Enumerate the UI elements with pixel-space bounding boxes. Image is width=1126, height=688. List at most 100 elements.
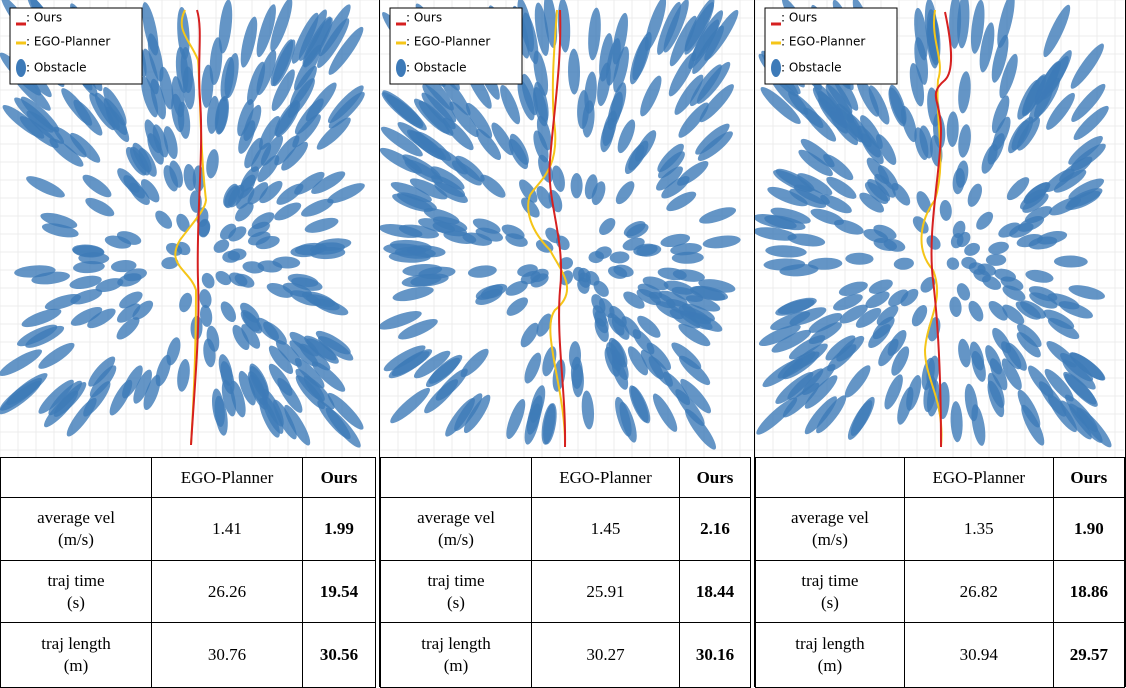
table-cell: 19.54 xyxy=(303,561,376,623)
table-cell: Ours xyxy=(1053,458,1124,498)
table-cell: 30.56 xyxy=(303,623,376,688)
legend-label: : Ours xyxy=(26,11,62,25)
obstacle xyxy=(946,111,959,147)
obstacle xyxy=(950,401,964,443)
obstacle xyxy=(571,357,583,389)
obstacle xyxy=(586,7,602,61)
table-cell: 1.45 xyxy=(532,498,680,561)
obstacle xyxy=(924,232,944,252)
table-cell: EGO-Planner xyxy=(532,458,680,498)
legend-label: : Ours xyxy=(406,11,442,25)
legend-label: : EGO-Planner xyxy=(781,35,865,49)
table-cell: 18.86 xyxy=(1053,561,1124,623)
obstacle xyxy=(948,296,963,318)
table-cell: 18.44 xyxy=(680,561,751,623)
results-table: EGO-PlannerOurs average vel (m/s)1.411.99… xyxy=(0,457,376,688)
obstacle xyxy=(1054,255,1088,267)
obstacle xyxy=(957,123,973,158)
table-cell: average vel (m/s) xyxy=(1,498,152,561)
obstacle xyxy=(965,182,985,209)
obstacle xyxy=(986,254,1006,266)
results-table: EGO-PlannerOurs average vel (m/s)1.351.90… xyxy=(755,457,1125,688)
obstacle xyxy=(79,171,114,201)
obstacle xyxy=(0,345,45,380)
table-cell: 30.94 xyxy=(904,623,1053,688)
table-cell: 1.99 xyxy=(303,498,376,561)
table-cell: 29.57 xyxy=(1053,623,1124,688)
table-cell: 30.76 xyxy=(152,623,303,688)
table-cell: average vel (m/s) xyxy=(381,498,532,561)
obstacle xyxy=(609,251,629,264)
obstacle xyxy=(845,253,873,265)
panel: : Ours : EGO-Planner : Obstacle EGO-Planner… xyxy=(755,0,1126,687)
legend-obstacle xyxy=(771,59,781,77)
obstacle xyxy=(973,209,996,233)
obstacle xyxy=(521,351,544,386)
obstacle xyxy=(205,148,221,179)
table-cell: 25.91 xyxy=(532,561,680,623)
table-cell: EGO-Planner xyxy=(904,458,1053,498)
obstacle xyxy=(893,257,914,271)
table-cell: 1.90 xyxy=(1053,498,1124,561)
obstacle xyxy=(841,362,874,401)
obstacle xyxy=(939,200,953,222)
table-cell: Ours xyxy=(680,458,751,498)
table-cell: 30.27 xyxy=(532,623,680,688)
obstacle xyxy=(909,303,931,329)
results-table: EGO-PlannerOurs average vel (m/s)1.452.16… xyxy=(380,457,751,688)
obstacle xyxy=(174,212,193,234)
simulation-view: : Ours : EGO-Planner : Obstacle xyxy=(755,0,1124,457)
panel: : Ours: EGO-Planner: ObstacleEGO-Planner… xyxy=(380,0,755,687)
table-cell: 26.26 xyxy=(152,561,303,623)
table-cell: 1.41 xyxy=(152,498,303,561)
obstacle xyxy=(910,213,932,236)
legend-label: : Obstacle xyxy=(781,61,842,75)
obstacle xyxy=(765,244,807,258)
table-cell: traj length (m) xyxy=(381,623,532,688)
legend-label: : Obstacle xyxy=(26,61,87,75)
figure: : Ours : EGO-Planner : Obstacle EGO-Planner… xyxy=(0,0,1126,687)
table-cell: Ours xyxy=(303,458,376,498)
obstacle xyxy=(152,208,175,232)
table-cell: 2.16 xyxy=(680,498,751,561)
table-cell: average vel (m/s) xyxy=(756,498,905,561)
obstacle xyxy=(218,299,240,325)
table-cell: traj length (m) xyxy=(1,623,152,688)
obstacle xyxy=(844,397,876,442)
simulation-view: : Ours : EGO-Planner : Obstacle xyxy=(0,0,378,457)
obstacle xyxy=(380,221,423,240)
table-cell xyxy=(1,458,152,498)
legend-label: : Ours xyxy=(781,11,817,25)
simulation-view: : Ours: EGO-Planner: Obstacle xyxy=(380,0,753,457)
table-cell: 1.35 xyxy=(904,498,1053,561)
panel: : Ours : EGO-Planner : Obstacle EGO-Planner… xyxy=(0,0,380,687)
obstacle xyxy=(636,73,665,118)
table-cell xyxy=(381,458,532,498)
table-cell: traj time (s) xyxy=(381,561,532,623)
obstacle xyxy=(612,178,638,207)
obstacle xyxy=(303,215,340,236)
table-cell: traj length (m) xyxy=(756,623,905,688)
obstacle xyxy=(626,35,652,86)
obstacle xyxy=(702,234,742,251)
obstacle xyxy=(571,173,583,198)
table-cell xyxy=(756,458,905,498)
obstacle xyxy=(237,15,260,69)
table-cell: traj time (s) xyxy=(756,561,905,623)
table-cell: traj time (s) xyxy=(1,561,152,623)
obstacle xyxy=(965,298,986,323)
obstacle xyxy=(175,358,191,392)
obstacle xyxy=(957,71,973,114)
legend-obstacle xyxy=(396,59,406,77)
obstacle xyxy=(596,215,618,238)
obstacle xyxy=(557,0,572,53)
obstacle xyxy=(697,204,737,227)
table-cell: 30.16 xyxy=(680,623,751,688)
table-cell: EGO-Planner xyxy=(152,458,303,498)
legend-obstacle xyxy=(16,59,26,77)
legend-label: : EGO-Planner xyxy=(26,35,110,49)
legend-label: : Obstacle xyxy=(406,61,467,75)
obstacle xyxy=(467,264,497,279)
obstacle xyxy=(457,345,492,381)
obstacle xyxy=(24,172,68,201)
